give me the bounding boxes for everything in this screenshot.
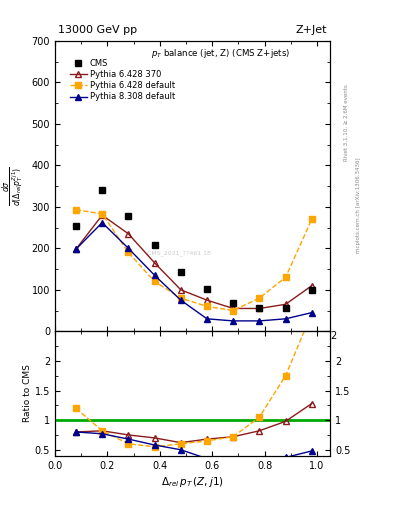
Pythia 8.308 default	[231, 318, 235, 324]
Line: CMS: CMS	[73, 187, 315, 312]
Line: Pythia 6.428 370: Pythia 6.428 370	[72, 211, 315, 312]
Pythia 6.428 default	[126, 249, 131, 255]
Pythia 6.428 default	[178, 295, 183, 301]
Pythia 6.428 370	[152, 260, 157, 266]
Pythia 6.428 default	[205, 303, 209, 309]
Pythia 6.428 370	[257, 305, 262, 311]
Text: 13000 GeV pp: 13000 GeV pp	[58, 25, 137, 35]
Pythia 6.428 370	[205, 297, 209, 303]
Pythia 8.308 default	[205, 316, 209, 322]
CMS	[231, 301, 235, 307]
CMS	[178, 269, 183, 275]
Pythia 6.428 default	[309, 216, 314, 222]
Pythia 8.308 default	[152, 272, 157, 279]
Text: 2: 2	[330, 331, 336, 342]
Pythia 6.428 default	[152, 279, 157, 285]
Y-axis label: Ratio to CMS: Ratio to CMS	[23, 365, 32, 422]
Pythia 6.428 370	[309, 283, 314, 289]
Text: Rivet 3.1.10, ≥ 2.6M events: Rivet 3.1.10, ≥ 2.6M events	[344, 84, 349, 161]
Pythia 6.428 default	[257, 295, 262, 301]
Legend: CMS, Pythia 6.428 370, Pythia 6.428 default, Pythia 8.308 default: CMS, Pythia 6.428 370, Pythia 6.428 defa…	[68, 57, 178, 104]
CMS	[283, 305, 288, 311]
Pythia 6.428 default	[100, 211, 105, 217]
Line: Pythia 8.308 default: Pythia 8.308 default	[72, 219, 315, 325]
CMS	[152, 242, 157, 248]
Pythia 8.308 default	[126, 245, 131, 251]
CMS	[100, 187, 105, 194]
Pythia 8.308 default	[257, 318, 262, 324]
CMS	[205, 286, 209, 292]
Pythia 8.308 default	[73, 246, 78, 252]
CMS	[309, 287, 314, 293]
Pythia 6.428 370	[126, 231, 131, 237]
Pythia 6.428 370	[73, 246, 78, 252]
CMS	[126, 213, 131, 219]
Text: $p_T$ balance (jet, Z) (CMS Z+jets): $p_T$ balance (jet, Z) (CMS Z+jets)	[151, 47, 290, 60]
Pythia 6.428 default	[283, 274, 288, 281]
Text: Z+Jet: Z+Jet	[296, 25, 327, 35]
Y-axis label: $\frac{d\sigma}{d(\Delta_{rel}p_T^{Zj1})}$: $\frac{d\sigma}{d(\Delta_{rel}p_T^{Zj1})…	[0, 166, 26, 206]
Text: mcplots.cern.ch [arXiv:1306.3436]: mcplots.cern.ch [arXiv:1306.3436]	[356, 157, 361, 252]
Pythia 6.428 370	[100, 212, 105, 218]
Line: Pythia 6.428 default: Pythia 6.428 default	[73, 207, 315, 314]
Pythia 8.308 default	[178, 297, 183, 303]
Pythia 8.308 default	[100, 220, 105, 226]
Pythia 8.308 default	[283, 316, 288, 322]
Pythia 6.428 370	[231, 305, 235, 311]
Pythia 6.428 default	[231, 307, 235, 313]
CMS	[257, 305, 262, 311]
CMS	[73, 223, 78, 229]
Text: CMS_2021_??461 18: CMS_2021_??461 18	[147, 250, 211, 255]
X-axis label: $\Delta_{rel}\,p_T\,(Z,j1)$: $\Delta_{rel}\,p_T\,(Z,j1)$	[161, 475, 224, 489]
Pythia 6.428 default	[73, 207, 78, 213]
Pythia 6.428 370	[178, 287, 183, 293]
Pythia 8.308 default	[309, 310, 314, 316]
Pythia 6.428 370	[283, 301, 288, 307]
